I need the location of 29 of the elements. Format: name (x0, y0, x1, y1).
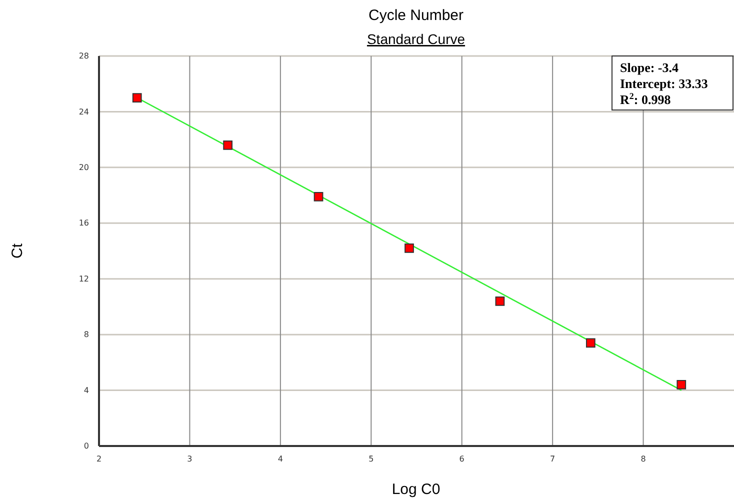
x-tick-label: 2 (96, 454, 102, 464)
y-axis-title: Ct (9, 242, 26, 258)
y-tick-label: 24 (78, 107, 89, 116)
x-tick-label: 5 (368, 454, 374, 464)
y-tick-label: 4 (84, 386, 89, 395)
point (495, 296, 505, 306)
point (404, 244, 414, 253)
y-tick-label: 16 (78, 218, 89, 228)
point (586, 338, 596, 348)
point (132, 93, 142, 102)
annotation: R$^{2}$: 0.998 (620, 91, 672, 107)
x-tick-label: 7 (550, 454, 556, 464)
point (223, 140, 232, 150)
y-tick-label: 0 (84, 442, 89, 451)
x-tick-label: 3 (187, 454, 192, 464)
annotation: Slope: -3.4 (620, 60, 679, 75)
annotation: Intercept: 33.33 (620, 76, 708, 91)
x-axis-title: Log C0 (392, 481, 440, 498)
y-tick-label: 8 (84, 330, 89, 340)
chart-subtitle: Standard Curve (366, 31, 466, 47)
chart-title: Cycle Number (368, 7, 464, 24)
y-tick-label: 28 (78, 52, 89, 61)
x-tick-label: 4 (278, 454, 283, 464)
point (314, 192, 324, 202)
y-tick-label: 12 (78, 274, 89, 284)
y-tick-label: 20 (78, 162, 89, 172)
point (676, 380, 686, 390)
x-tick-label: 8 (640, 454, 646, 464)
x-tick-label: 6 (459, 454, 464, 464)
